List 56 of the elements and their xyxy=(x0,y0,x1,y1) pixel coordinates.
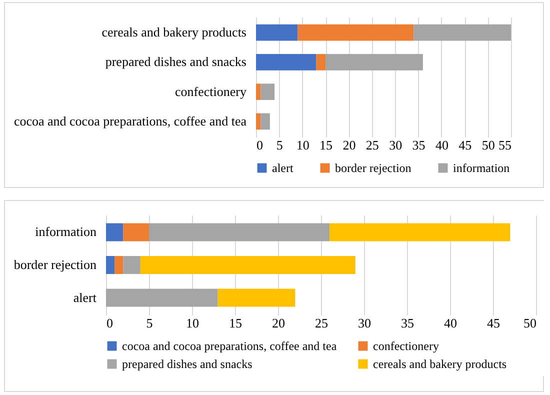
bar xyxy=(414,24,511,41)
bar xyxy=(256,54,316,70)
bar xyxy=(256,24,298,41)
x-tick-label: 20 xyxy=(272,316,285,330)
legend-label: information xyxy=(453,161,510,175)
bar xyxy=(106,288,218,307)
bar xyxy=(260,113,270,130)
y-tick-label: information xyxy=(35,224,97,240)
x-tick-label: 25 xyxy=(366,138,379,152)
x-tick-label: 5 xyxy=(276,138,283,152)
y-tick-label: border rejection xyxy=(14,257,97,272)
bar xyxy=(256,84,261,100)
x-tick-label: 0 xyxy=(106,316,113,330)
bar xyxy=(149,223,330,242)
x-tick-label: 50 xyxy=(524,316,536,330)
y-tick-label: confectionery xyxy=(175,84,247,99)
x-tick-label: 10 xyxy=(186,316,199,330)
x-tick-label: 30 xyxy=(389,138,402,152)
y-tick-label: prepared dishes and snacks xyxy=(105,54,246,70)
x-tick-label: 15 xyxy=(320,138,333,152)
legend-label: cereals and bakery products xyxy=(373,357,507,371)
x-tick-label: 10 xyxy=(296,138,310,152)
bar xyxy=(114,256,124,274)
legend-label: alert xyxy=(272,161,294,175)
x-tick-label: 35 xyxy=(401,316,414,330)
x-tick-label: 40 xyxy=(444,316,457,330)
x-tick-label: 50 xyxy=(482,138,495,152)
bar xyxy=(106,223,124,242)
bar xyxy=(140,256,356,274)
x-tick-label: 5 xyxy=(146,316,153,330)
x-tick-label: 55 xyxy=(498,138,512,152)
bar xyxy=(256,113,261,130)
bar xyxy=(330,223,510,242)
bar xyxy=(326,54,423,70)
x-tick-label: 45 xyxy=(487,316,500,330)
legend-label: confectionery xyxy=(373,339,439,353)
y-tick-label: alert xyxy=(73,290,97,305)
x-tick-label: 25 xyxy=(315,316,328,330)
bar xyxy=(123,256,140,274)
x-tick-label: 20 xyxy=(342,138,356,152)
y-tick-label: cereals and bakery products xyxy=(102,24,246,40)
legend-label: border rejection xyxy=(335,161,412,175)
bar xyxy=(123,223,149,242)
x-tick-label: 15 xyxy=(229,316,242,330)
bar xyxy=(260,84,275,100)
x-tick-label: 0 xyxy=(256,138,263,152)
x-tick-label: 40 xyxy=(435,138,448,152)
x-tick-label: 35 xyxy=(412,138,426,152)
x-tick-label: 45 xyxy=(458,138,472,152)
bar xyxy=(106,256,115,274)
legend-label: cocoa and cocoa preparations, coffee and tea xyxy=(122,339,338,353)
bar xyxy=(218,288,296,307)
x-tick-label: 30 xyxy=(358,316,371,330)
y-tick-label: cocoa and cocoa preparations, coffee and tea xyxy=(14,113,247,128)
bar xyxy=(298,24,414,41)
bar xyxy=(316,54,326,70)
